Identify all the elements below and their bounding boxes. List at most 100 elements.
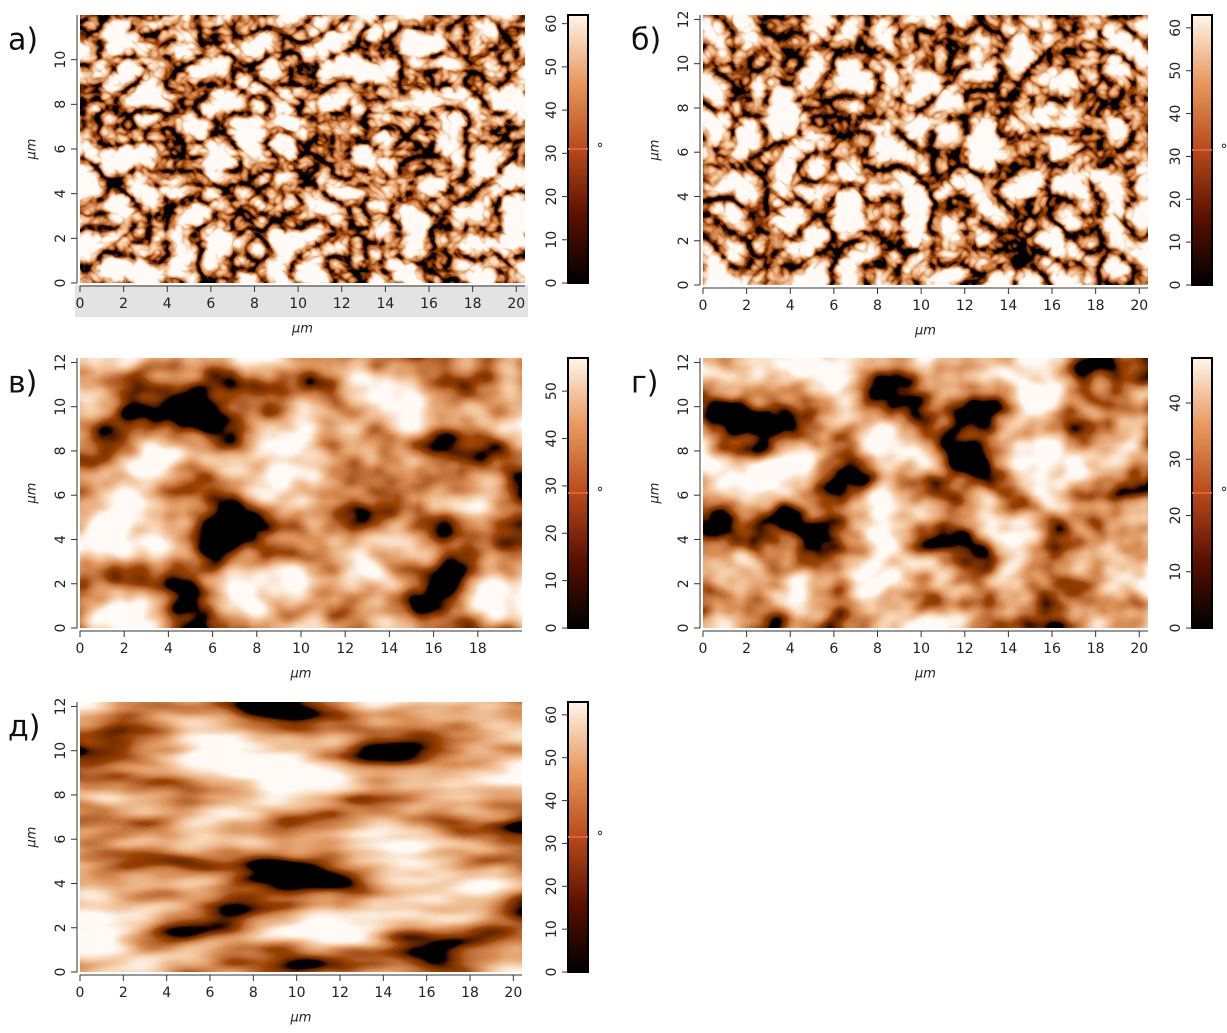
colorbar-tick-label: 0 xyxy=(1168,281,1184,290)
phase-image xyxy=(703,358,1148,628)
x-tick-label: 6 xyxy=(206,985,215,1001)
y-tick-label: 4 xyxy=(53,879,69,888)
x-tick-label: 14 xyxy=(376,296,394,312)
x-tick-label: 12 xyxy=(331,985,349,1001)
y-tick-label: 4 xyxy=(53,535,69,544)
y-axis-label: μm xyxy=(25,827,40,849)
y-tick-label: 8 xyxy=(53,446,69,455)
x-tick-label: 4 xyxy=(162,985,171,1001)
x-tick-label: 18 xyxy=(1087,298,1105,314)
phase-image xyxy=(80,358,522,628)
x-tick-label: 4 xyxy=(786,298,795,314)
x-tick-label: 10 xyxy=(292,641,310,657)
x-tick-label: 2 xyxy=(119,985,128,1001)
x-tick-label: 0 xyxy=(76,641,85,657)
x-tick-label: 14 xyxy=(999,641,1017,657)
panel-label: б) xyxy=(631,23,661,58)
phase-image xyxy=(703,15,1148,285)
y-tick-label: 10 xyxy=(676,55,692,73)
x-tick-label: 10 xyxy=(288,985,306,1001)
x-tick-label: 2 xyxy=(120,641,129,657)
axis-background xyxy=(75,285,528,317)
colorbar-tick-label: 40 xyxy=(1168,105,1184,123)
x-tick-label: 20 xyxy=(1130,641,1148,657)
y-tick-label: 12 xyxy=(53,354,69,372)
colorbar-tick-label: 20 xyxy=(1168,190,1184,208)
colorbar-tick-label: 50 xyxy=(1168,62,1184,80)
colorbar-tick-label: 0 xyxy=(544,624,560,633)
y-tick-label: 0 xyxy=(676,281,692,290)
x-tick-label: 0 xyxy=(76,985,85,1001)
x-tick-label: 8 xyxy=(873,298,882,314)
x-tick-label: 12 xyxy=(956,298,974,314)
x-tick-label: 4 xyxy=(163,296,172,312)
x-tick-label: 2 xyxy=(119,296,128,312)
colorbar-tick-label: 40 xyxy=(544,430,560,448)
colorbar-tick-label: 20 xyxy=(544,877,560,895)
colorbar-tick-label: 30 xyxy=(544,835,560,853)
x-tick-label: 6 xyxy=(206,296,215,312)
x-tick-label: 2 xyxy=(742,641,751,657)
y-tick-label: 10 xyxy=(53,51,69,69)
y-tick-label: 12 xyxy=(676,354,692,372)
x-tick-label: 18 xyxy=(461,985,479,1001)
x-axis-label: μm xyxy=(290,1011,312,1026)
x-tick-label: 14 xyxy=(999,298,1017,314)
x-tick-label: 14 xyxy=(374,985,392,1001)
colorbar-unit: ° xyxy=(597,485,604,501)
y-axis-label: μm xyxy=(25,483,40,505)
colorbar-unit: ° xyxy=(1221,142,1227,158)
x-tick-label: 4 xyxy=(164,641,173,657)
x-tick-label: 6 xyxy=(829,298,838,314)
y-tick-label: 12 xyxy=(53,698,69,716)
x-tick-label: 0 xyxy=(699,641,708,657)
x-tick-label: 10 xyxy=(289,296,307,312)
x-tick-label: 6 xyxy=(829,641,838,657)
y-tick-label: 12 xyxy=(676,11,692,29)
x-tick-label: 16 xyxy=(1043,641,1061,657)
colorbar-tick-label: 50 xyxy=(544,58,560,76)
colorbar-tick-label: 40 xyxy=(1168,394,1184,412)
x-tick-label: 8 xyxy=(252,641,261,657)
y-tick-label: 8 xyxy=(676,446,692,455)
colorbar-tick-label: 0 xyxy=(544,968,560,977)
colorbar-tick-label: 10 xyxy=(1168,563,1184,581)
x-tick-label: 16 xyxy=(418,985,436,1001)
y-tick-label: 10 xyxy=(53,742,69,760)
y-tick-label: 0 xyxy=(676,624,692,633)
x-tick-label: 18 xyxy=(469,641,487,657)
y-tick-label: 0 xyxy=(53,624,69,633)
x-tick-label: 8 xyxy=(873,641,882,657)
colorbar-tick-label: 30 xyxy=(544,144,560,162)
y-tick-label: 10 xyxy=(53,398,69,416)
colorbar-tick-label: 20 xyxy=(1168,507,1184,525)
y-tick-label: 6 xyxy=(53,835,69,844)
y-tick-label: 8 xyxy=(676,103,692,112)
panel-label: в) xyxy=(8,366,37,401)
x-tick-label: 12 xyxy=(956,641,974,657)
colorbar-tick-label: 60 xyxy=(1168,19,1184,37)
colorbar-tick-label: 50 xyxy=(544,749,560,767)
colorbar-tick-label: 20 xyxy=(544,188,560,206)
y-tick-label: 2 xyxy=(53,234,69,243)
x-tick-label: 10 xyxy=(912,641,930,657)
panel-label: г) xyxy=(631,366,658,401)
colorbar-tick-label: 30 xyxy=(1168,450,1184,468)
y-tick-label: 10 xyxy=(676,398,692,416)
x-tick-label: 20 xyxy=(504,985,522,1001)
colorbar-tick-label: 60 xyxy=(544,15,560,33)
y-tick-label: 2 xyxy=(676,579,692,588)
y-tick-label: 4 xyxy=(676,192,692,201)
colorbar-tick-label: 40 xyxy=(544,101,560,119)
colorbar-tick-label: 30 xyxy=(1168,148,1184,166)
colorbar-tick-label: 50 xyxy=(544,382,560,400)
y-tick-label: 0 xyxy=(53,279,69,288)
x-tick-label: 0 xyxy=(76,296,85,312)
x-axis-label: μm xyxy=(914,324,936,339)
x-tick-label: 20 xyxy=(507,296,525,312)
y-tick-label: 6 xyxy=(53,491,69,500)
colorbar-unit: ° xyxy=(597,829,604,845)
x-tick-label: 6 xyxy=(208,641,217,657)
x-tick-label: 18 xyxy=(464,296,482,312)
x-tick-label: 16 xyxy=(1043,298,1061,314)
